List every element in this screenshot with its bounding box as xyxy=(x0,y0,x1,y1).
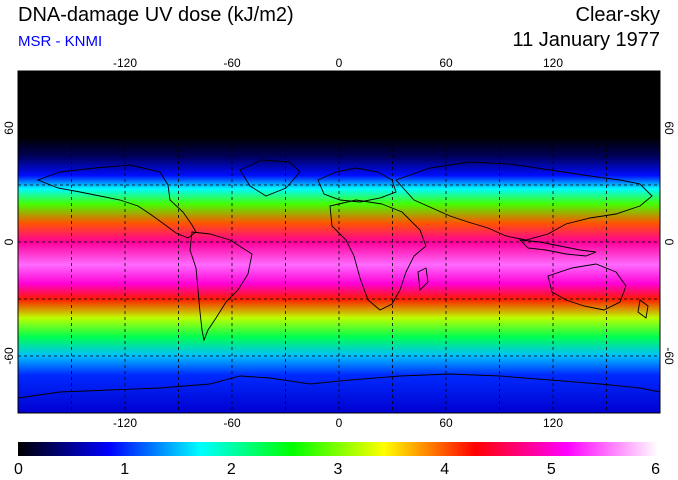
colorbar-tick-label: 1 xyxy=(120,461,129,478)
antarctica-coastline xyxy=(17,373,661,399)
europe-outline xyxy=(317,167,397,203)
colorbar-tick-label: 2 xyxy=(227,461,236,478)
longitude-labels-bottom: -120 -60 0 60 120 xyxy=(113,416,563,430)
australia-outline xyxy=(547,263,627,311)
map-title: DNA-damage UV dose (kJ/m2) xyxy=(18,4,294,26)
colorbar-tick-labels: 0 1 2 3 4 5 6 xyxy=(14,461,660,478)
africa-outline xyxy=(329,199,427,311)
greenland-outline xyxy=(239,159,301,197)
latitude-tick-label: 60 xyxy=(2,121,16,135)
colorbar-tick-label: 5 xyxy=(547,461,556,478)
colorbar: 0 1 2 3 4 5 6 xyxy=(14,442,660,478)
coastlines xyxy=(17,159,661,399)
dose-map xyxy=(17,70,661,414)
indonesia-outline xyxy=(518,239,597,257)
latitude-tick-label: 0 xyxy=(662,239,676,246)
longitude-labels-top: -120 -60 0 60 120 xyxy=(113,56,563,70)
colorbar-tick-label: 0 xyxy=(14,461,23,478)
colorbar-tick-label: 4 xyxy=(440,461,449,478)
longitude-tick-label: 60 xyxy=(439,416,453,430)
longitude-tick-label: -120 xyxy=(113,416,137,430)
longitude-tick-label: 120 xyxy=(543,56,563,70)
colorbar-scale xyxy=(18,442,658,456)
longitude-tick-label: 0 xyxy=(336,56,343,70)
sky-condition-label: Clear-sky xyxy=(575,4,660,26)
latitude-labels-left: 60 0 -60 xyxy=(2,121,16,365)
longitude-tick-label: -60 xyxy=(223,416,241,430)
asia-outline xyxy=(395,161,653,241)
latitude-tick-label: -60 xyxy=(662,347,676,365)
colorbar-tick-label: 3 xyxy=(334,461,343,478)
latitude-tick-label: -60 xyxy=(2,347,16,365)
new-zealand-outline xyxy=(637,299,649,319)
south-america-outline xyxy=(189,231,253,342)
colorbar-tick-label: 6 xyxy=(651,461,660,478)
longitude-tick-label: 60 xyxy=(439,56,453,70)
longitude-tick-label: 0 xyxy=(336,416,343,430)
graticule xyxy=(18,71,660,413)
date-label: 11 January 1977 xyxy=(512,29,660,51)
longitude-tick-label: -60 xyxy=(223,56,241,70)
latitude-tick-label: 60 xyxy=(662,121,676,135)
longitude-tick-label: -120 xyxy=(113,56,137,70)
latitude-tick-label: 0 xyxy=(2,238,16,245)
latitude-labels-right: 60 0 -60 xyxy=(662,121,676,365)
map-frame xyxy=(17,70,661,414)
madagascar-outline xyxy=(417,267,429,291)
longitude-tick-label: 120 xyxy=(543,416,563,430)
credit-label: MSR - KNMI xyxy=(18,33,103,50)
